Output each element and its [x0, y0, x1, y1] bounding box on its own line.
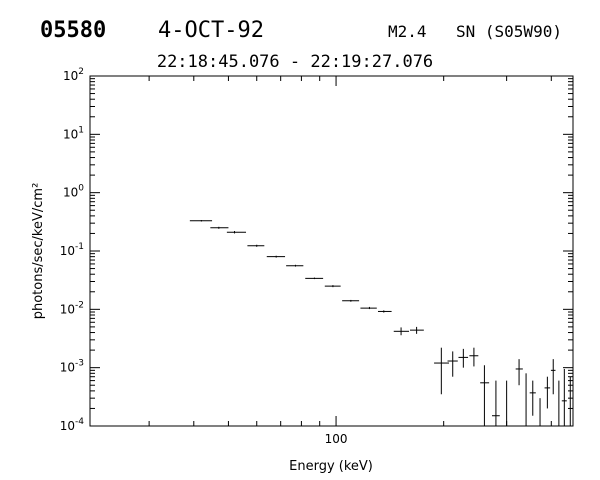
data-point: [561, 368, 567, 426]
data-point: [523, 373, 529, 427]
data-point: [189, 219, 213, 222]
data-points: [189, 219, 572, 427]
data-point: [360, 306, 377, 310]
data-point: [556, 380, 562, 427]
data-point: [247, 244, 265, 247]
y-axis-label: photons/sec/keV/cm²: [31, 183, 46, 320]
y-tick-label: 10-4: [60, 417, 85, 433]
data-point: [409, 326, 424, 334]
plot-frame: [89, 75, 574, 427]
data-point: [568, 376, 572, 427]
data-point: [502, 380, 511, 427]
y-tick-label: 100: [63, 184, 84, 200]
data-point: [469, 347, 479, 367]
y-tick-labels: 10-4 10-3 10-2 10-1 100 101 102: [60, 67, 85, 433]
flare-location: SN (S05W90): [456, 22, 562, 41]
data-point: [458, 348, 469, 368]
data-point: [515, 359, 523, 386]
axis-ticks: [90, 75, 573, 427]
data-point: [377, 310, 392, 313]
data-point: [491, 380, 500, 426]
data-point: [286, 264, 304, 267]
data-point: [447, 351, 458, 377]
flare-class: M2.4: [388, 22, 427, 41]
x-tick-label: 100: [325, 432, 348, 446]
y-tick-label: 10-3: [60, 359, 84, 375]
data-point: [434, 347, 450, 395]
data-point: [305, 277, 324, 280]
data-point: [529, 380, 536, 416]
time-range: 22:18:45.076 - 22:19:27.076: [157, 52, 433, 72]
data-point: [324, 285, 341, 288]
data-point: [537, 398, 543, 427]
data-point: [266, 255, 286, 258]
event-date: 4-OCT-92: [158, 18, 264, 43]
data-point: [480, 365, 490, 426]
x-tick-labels: 100: [325, 432, 348, 446]
y-tick-label: 10-2: [60, 300, 84, 316]
data-point: [393, 327, 410, 336]
y-tick-label: 101: [63, 125, 84, 141]
event-id: 05580: [40, 18, 106, 43]
data-point: [342, 299, 360, 302]
data-point: [544, 376, 551, 409]
y-tick-label: 102: [63, 67, 84, 83]
x-axis-label: Energy (keV): [289, 459, 373, 474]
data-point: [210, 226, 229, 229]
data-point: [226, 231, 247, 234]
data-point: [550, 359, 556, 395]
y-tick-label: 10-1: [60, 242, 84, 258]
